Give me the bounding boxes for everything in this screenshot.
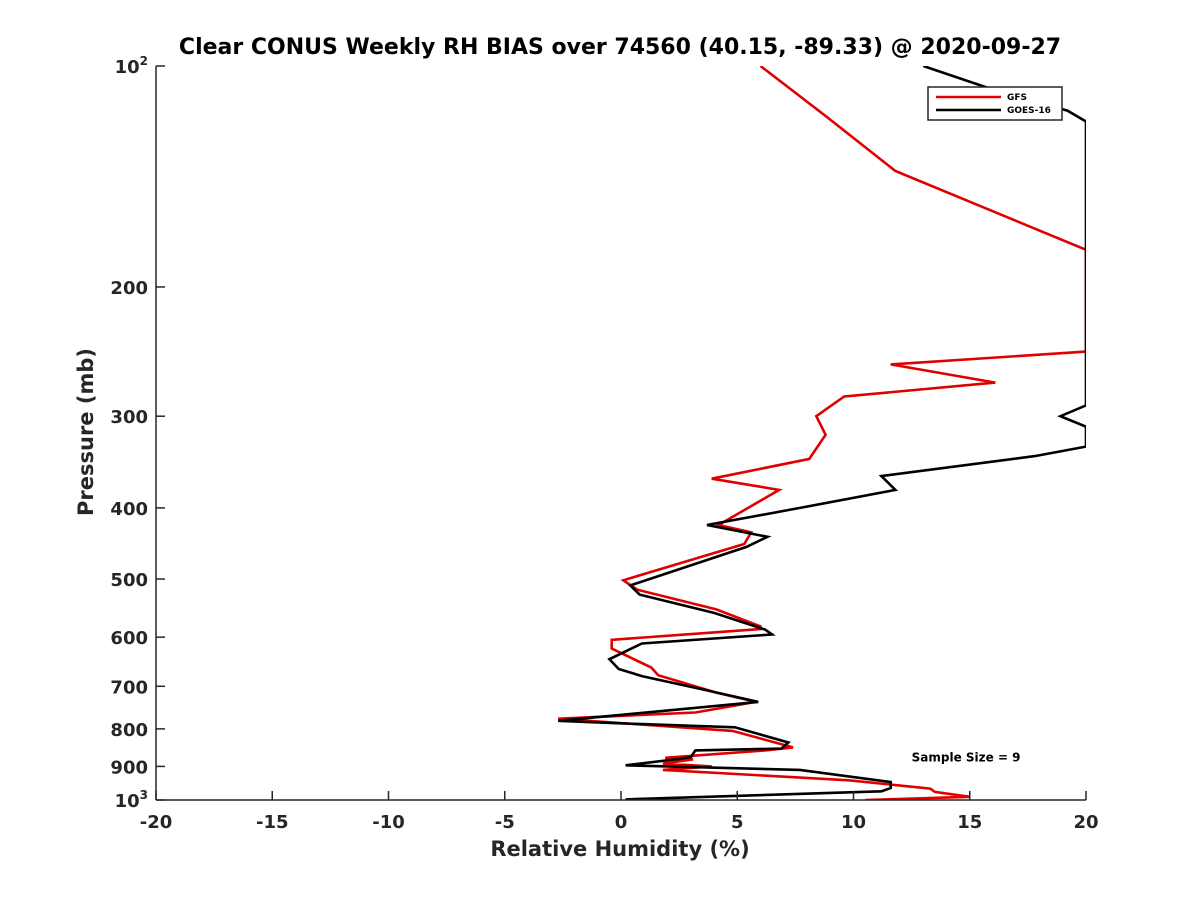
y-tick-label: 800 xyxy=(110,720,148,741)
y-tick-label: 700 xyxy=(110,677,148,698)
series-line-gfs xyxy=(558,66,1086,800)
y-tick-label: 200 xyxy=(110,278,148,299)
series-line-goes-16 xyxy=(558,66,1086,800)
x-tick-label: 15 xyxy=(957,812,982,833)
y-tick-label: 600 xyxy=(110,628,148,649)
y-tick-label: 102 xyxy=(115,54,148,78)
x-axis-title: Relative Humidity (%) xyxy=(490,837,749,861)
y-tick-label: 300 xyxy=(110,407,148,428)
sample-size-annotation: Sample Size = 9 xyxy=(912,751,1021,765)
y-tick-label: 900 xyxy=(110,757,148,778)
chart-title: Clear CONUS Weekly RH BIAS over 74560 (4… xyxy=(179,35,1061,60)
y-axis-title: Pressure (mb) xyxy=(74,348,98,516)
x-tick-label: 10 xyxy=(841,812,866,833)
ticks-layer: -20 -15 -10 -5 0 5 10 15 20 102 200 300 400 500 600 700… xyxy=(110,54,1098,833)
x-tick-label: -15 xyxy=(256,812,289,833)
y-tick-label: 103 xyxy=(115,788,148,812)
y-tick-label: 500 xyxy=(110,570,148,591)
x-tick-label: 5 xyxy=(731,812,744,833)
legend: GFS GOES-16 xyxy=(927,86,1063,121)
legend-box xyxy=(927,86,1063,121)
y-tick-label: 400 xyxy=(110,499,148,520)
legend-label-goes-16: GOES-16 xyxy=(1007,106,1051,116)
series-layer xyxy=(558,66,1086,800)
annotation-layer: Sample Size = 9 xyxy=(912,751,1021,765)
x-tick-label: -5 xyxy=(495,812,515,833)
x-tick-label: 0 xyxy=(615,812,628,833)
x-tick-label: -10 xyxy=(372,812,405,833)
x-tick-label: -20 xyxy=(140,812,173,833)
axes-layer xyxy=(155,66,1086,801)
x-tick-label: 20 xyxy=(1073,812,1098,833)
legend-label-gfs: GFS xyxy=(1007,93,1027,103)
